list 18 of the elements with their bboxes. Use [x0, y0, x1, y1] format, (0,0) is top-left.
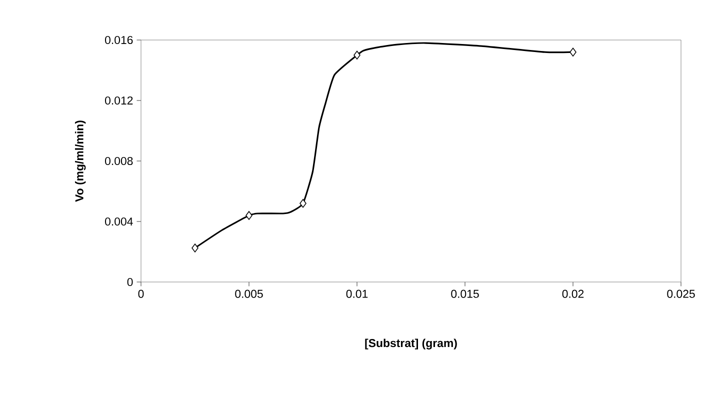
y-tick-label: 0.016 — [105, 36, 133, 44]
point — [192, 244, 198, 252]
x-tick-label: 0.015 — [451, 290, 479, 298]
point — [354, 50, 360, 60]
y-tick-label: 0.012 — [105, 96, 133, 105]
x-axis-title: [Substrat] (gram) — [365, 338, 457, 350]
y-tick-label: 0.004 — [105, 217, 133, 226]
point — [570, 48, 576, 56]
x-tick-label: 0.02 — [562, 290, 584, 298]
point — [300, 198, 306, 208]
x-tick-label: 0 — [138, 290, 144, 298]
x-tick-label: 0.01 — [346, 290, 368, 298]
y-axis-title: Vo (mg/ml/min) — [74, 120, 86, 202]
point — [246, 211, 252, 220]
y-tick-label: 0 — [127, 278, 133, 286]
x-tick-label: 0.025 — [667, 290, 695, 298]
x-tick-label: 0.005 — [235, 290, 263, 298]
y-tick-label: 0.008 — [105, 156, 133, 166]
